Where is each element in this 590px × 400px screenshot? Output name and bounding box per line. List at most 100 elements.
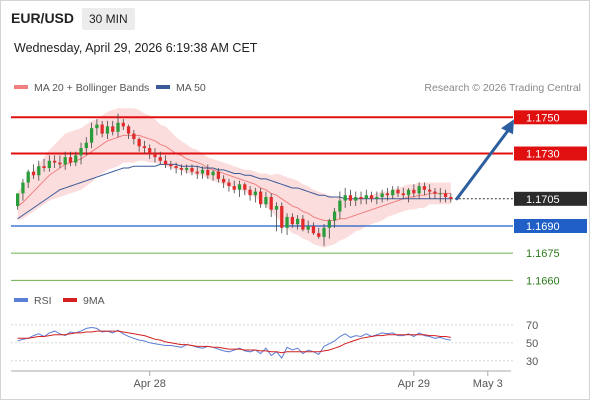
level-label-bg-1.1730 [514,146,587,161]
candle-body [116,122,120,132]
candle-body [148,148,152,154]
candle-body [322,227,326,237]
candle [132,129,136,145]
candle [105,120,110,140]
candle [137,137,141,152]
ma50-legend-swatch [156,85,170,89]
candle [380,189,384,203]
candle-body [428,189,432,192]
candle [148,144,152,159]
candle [290,213,294,228]
candle-body [433,191,437,194]
price-levels: 1.1750 1.1730 1.1705 1.1690 1.1675 1.1660 [11,110,587,287]
candle [63,151,67,170]
candle-body [290,216,294,225]
level-label-1.1675: 1.1675 [526,248,560,260]
candle-body [179,168,184,170]
candle-body [211,171,215,176]
bollinger-bands [17,108,451,248]
candle-body [269,197,273,210]
candle-body [169,164,173,167]
candle [211,169,215,181]
candle [306,220,310,234]
candle [142,140,147,154]
candle [121,119,125,130]
forecast-arrow-head [501,119,514,135]
candle [200,166,205,179]
level-label-1.1690: 1.1690 [526,221,560,233]
candle-body [111,126,115,132]
ma9-legend-swatch [63,298,77,302]
candle [295,215,300,230]
candle [401,187,405,199]
candle-body [126,126,131,134]
x-tick-label: Apr 29 [398,378,430,390]
candle [391,186,395,199]
candle [206,164,210,179]
candle [126,124,131,140]
candle-body [26,171,30,183]
candle-body [222,178,226,183]
candle [111,120,115,136]
candle-body [42,166,46,169]
candle-body [401,193,405,196]
candle-body [137,139,141,147]
candle-body [142,146,147,149]
candlesticks [16,113,453,246]
candle-body [105,126,110,134]
forecast-arrow-shaft [455,127,511,201]
candle-body [195,171,199,174]
candle [100,120,104,138]
level-label-1.1660: 1.1660 [526,275,560,287]
candle [259,187,263,208]
candle-body [449,197,453,199]
timeframe-badge[interactable]: 30 MIN [82,8,135,30]
candle [354,191,358,207]
candle [58,155,62,169]
candle [422,182,427,196]
candle-body [264,197,268,205]
candle-body [248,189,252,196]
candle-body [47,160,51,169]
candle [243,182,247,196]
candle-body [100,124,104,134]
candle [89,122,94,149]
bollinger-band-area [17,108,451,248]
candle-body [343,195,347,201]
candle [269,193,273,217]
candle [222,175,226,188]
candle-body [58,162,62,165]
x-axis: Apr 28 Apr 29 May 3 [133,371,503,390]
candle-body [280,206,284,228]
candle-body [317,233,321,237]
candle-body [37,166,41,176]
candle [237,180,242,197]
candle [433,187,437,199]
candle-body [174,166,178,169]
candle-body [190,168,194,172]
candle-body [417,186,421,194]
candle-body [216,171,221,179]
candle [16,193,20,210]
candle-body [84,142,88,149]
candle-body [396,189,400,194]
candle [443,189,448,203]
candle [95,119,99,136]
rsi-tick-30: 30 [526,356,538,368]
candle [185,164,189,174]
candle-body [74,155,78,163]
candle [406,187,411,203]
candle [52,155,57,169]
candle [232,180,236,194]
candle-body [364,195,368,199]
candle [364,189,368,205]
candle [311,222,316,236]
candle [116,113,120,138]
candle-body [406,189,411,196]
candle-body [89,128,94,143]
candle [21,178,25,201]
candle-body [95,124,99,129]
candle-body [63,157,67,165]
candle [84,137,88,156]
